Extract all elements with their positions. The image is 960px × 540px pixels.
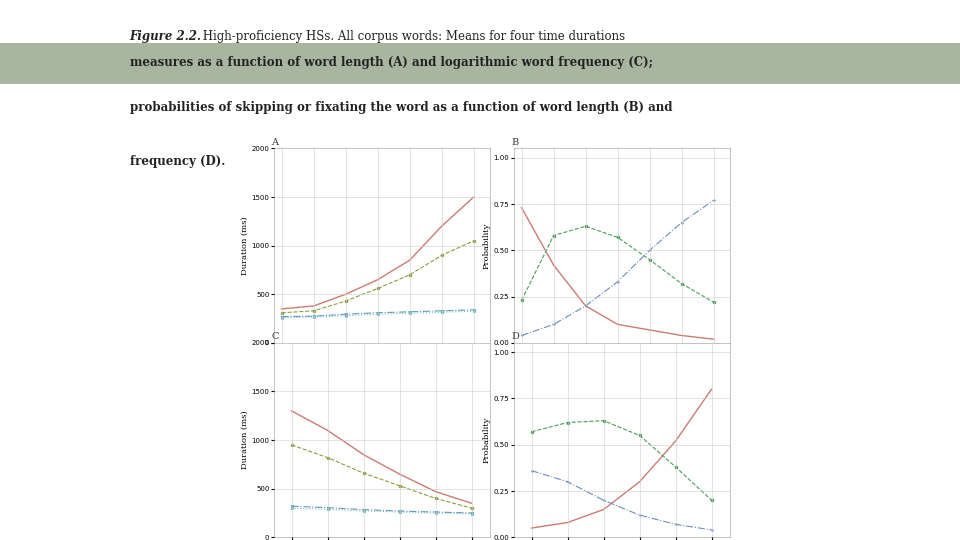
Text: probabilities of skipping or fixating the word as a function of word length (B) : probabilities of skipping or fixating th… — [130, 102, 672, 114]
Text: B: B — [512, 138, 518, 146]
Y-axis label: Duration (ms): Duration (ms) — [241, 217, 249, 275]
Text: High-proficiency HSs. All corpus words: Means for four time durations: High-proficiency HSs. All corpus words: … — [199, 30, 625, 43]
Y-axis label: Duration (ms): Duration (ms) — [241, 411, 249, 469]
Text: frequency (D).: frequency (D). — [130, 156, 225, 168]
Text: D: D — [512, 332, 519, 341]
Text: 60: 60 — [910, 508, 928, 521]
Text: C: C — [272, 332, 278, 341]
Text: Figure 2.2.: Figure 2.2. — [130, 30, 202, 43]
Text: measures as a function of word length (A) and logarithmic word frequency (C);: measures as a function of word length (A… — [130, 56, 653, 69]
X-axis label: Word length: Word length — [595, 356, 648, 364]
Text: A: A — [272, 138, 278, 146]
Legend: TT, GD, SFD, FFD: TT, GD, SFD, FFD — [323, 429, 441, 441]
X-axis label: Word length: Word length — [355, 356, 408, 364]
Y-axis label: Probability: Probability — [483, 222, 491, 269]
Y-axis label: Probability: Probability — [483, 417, 491, 463]
Legend: Skipped, Fixated once, Fixated twice: Skipped, Fixated once, Fixated twice — [535, 429, 708, 441]
